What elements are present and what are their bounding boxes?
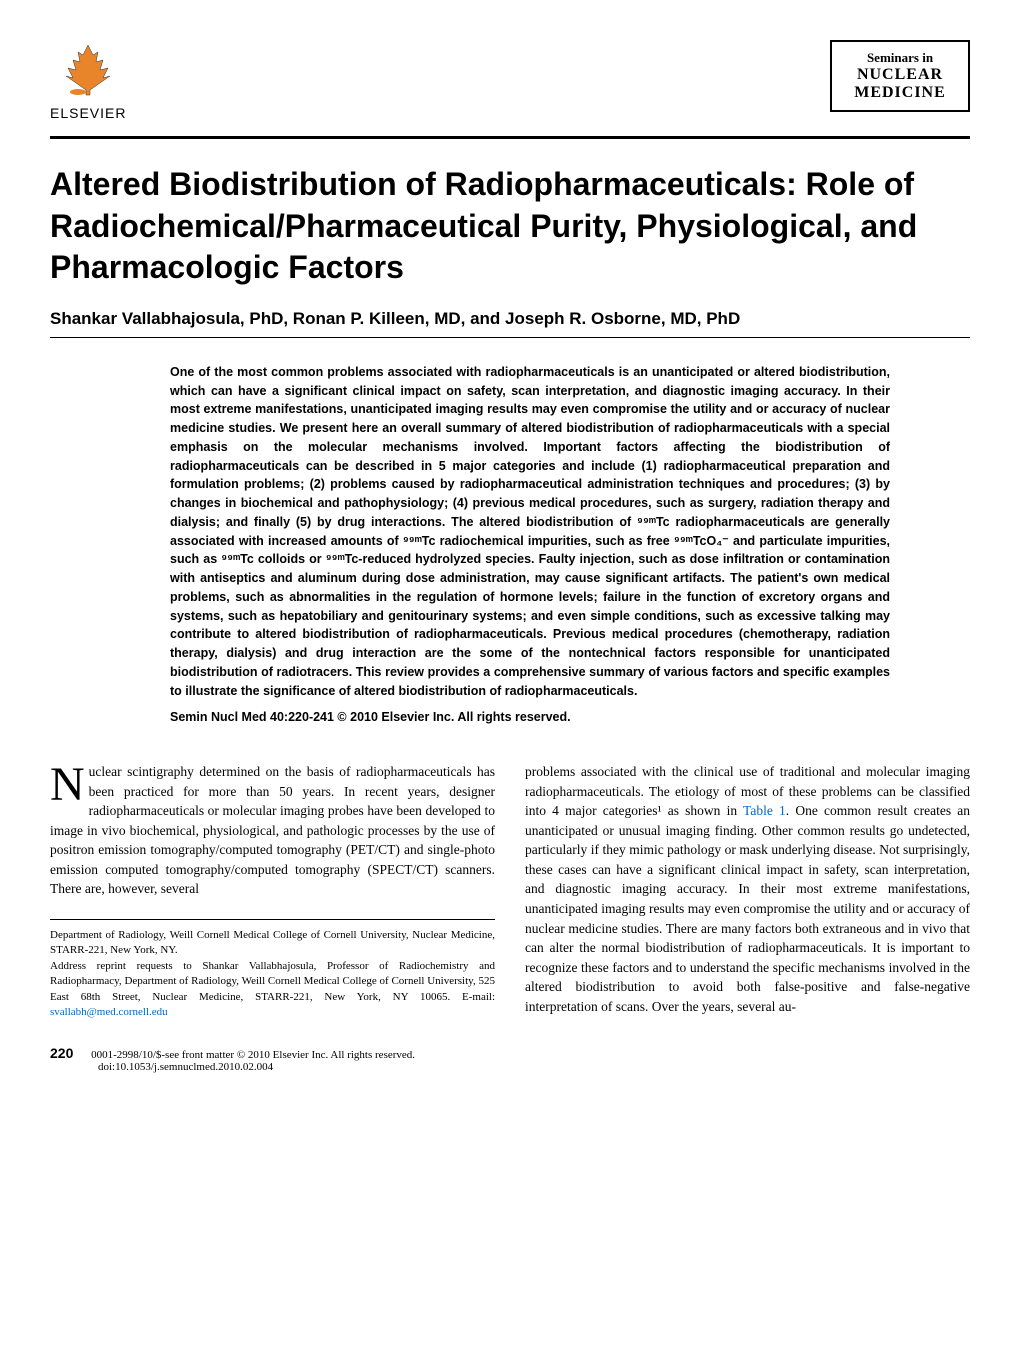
journal-seminars-text: Seminars in (847, 50, 953, 66)
affiliation-block: Department of Radiology, Weill Cornell M… (50, 919, 495, 1020)
journal-medicine-text: MEDICINE (847, 84, 953, 102)
left-column: Nuclear scintigraphy determined on the b… (50, 762, 495, 1020)
abstract-text: One of the most common problems associat… (170, 365, 890, 698)
publisher-name: ELSEVIER (50, 105, 126, 121)
article-title: Altered Biodistribution of Radiopharmace… (50, 164, 970, 289)
abstract-block: One of the most common problems associat… (170, 363, 890, 727)
page-header: ELSEVIER Seminars in NUCLEAR MEDICINE (50, 40, 970, 139)
right-paragraph: problems associated with the clinical us… (525, 762, 970, 1016)
page-footer: 220 0001-2998/10/$-see front matter © 20… (50, 1045, 970, 1073)
first-para-text: uclear scintigraphy determined on the ba… (50, 764, 495, 896)
doi-text: doi:10.1053/j.semnuclmed.2010.02.004 (98, 1061, 273, 1073)
copyright-text: 0001-2998/10/$-see front matter © 2010 E… (91, 1049, 415, 1061)
journal-nuclear-text: NUCLEAR (847, 66, 953, 84)
publisher-logo: ELSEVIER (50, 40, 126, 121)
dropcap: N (50, 762, 89, 804)
reprint-text: Address reprint requests to Shankar Vall… (50, 960, 495, 1003)
page-number: 220 (50, 1045, 73, 1061)
right-column: problems associated with the clinical us… (525, 762, 970, 1020)
abstract-citation: Semin Nucl Med 40:220-241 © 2010 Elsevie… (170, 708, 890, 727)
body-text-columns: Nuclear scintigraphy determined on the b… (50, 762, 970, 1020)
department-affiliation: Department of Radiology, Weill Cornell M… (50, 928, 495, 959)
author-email[interactable]: svallabh@med.cornell.edu (50, 1006, 168, 1018)
table-reference-link[interactable]: Table 1 (743, 803, 786, 818)
author-divider (50, 337, 970, 338)
journal-title-box: Seminars in NUCLEAR MEDICINE (830, 40, 970, 112)
elsevier-tree-icon (58, 40, 118, 100)
first-paragraph: Nuclear scintigraphy determined on the b… (50, 762, 495, 899)
right-para-cont: . One common result creates an unanticip… (525, 803, 970, 1014)
article-authors: Shankar Vallabhajosula, PhD, Ronan P. Ki… (50, 309, 970, 329)
reprint-address: Address reprint requests to Shankar Vall… (50, 959, 495, 1021)
